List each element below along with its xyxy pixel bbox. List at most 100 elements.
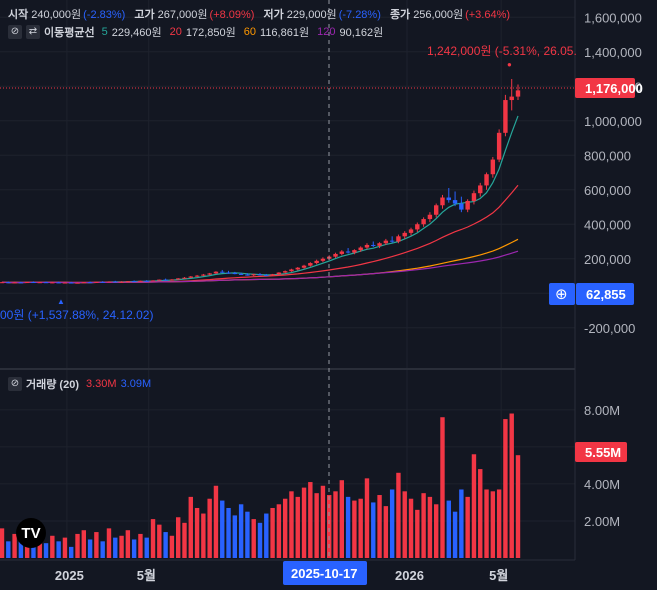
candle-body [6,282,11,284]
volume-value-1: 3.30M [85,378,117,390]
volume-bar [358,498,363,558]
open-label: 시작 [8,9,29,21]
last-price-tag: 1,176,000 [585,81,643,96]
candle-body [503,100,508,133]
volume-bar [396,472,401,558]
price-tick-label: 200,000 [584,252,631,267]
volume-bar [62,537,68,558]
candle-body [232,273,238,275]
settings-icon[interactable]: ⇄ [26,25,40,39]
candle-body [50,282,55,284]
volume-bar [339,480,345,558]
candle-body [125,281,131,283]
hide-eye-icon[interactable]: ⊘ [8,25,22,39]
crosshair-price-tag-bg [576,283,634,305]
candle-body [238,273,244,275]
volume-bar [81,530,87,558]
candle-body [358,247,363,251]
candle-body [245,274,250,276]
ma-value-5: 229,460원 [111,27,162,39]
volume-bar [175,517,181,558]
hide-eye-icon[interactable]: ⊘ [8,377,22,391]
candle-body [490,159,496,175]
candle-body [119,281,124,283]
volume-bar [433,504,439,558]
crosshair-date-tag: 2025-10-17 [291,566,358,581]
volume-bar [6,541,11,558]
candle-body [43,282,49,284]
volume-bar [43,543,49,558]
candle-body [408,229,414,233]
close-value: 256,000원 [413,9,464,21]
high-marker: ● [507,60,512,69]
price-tick-label: 1,400,000 [584,45,642,60]
candle-body [301,265,307,268]
volume-bar [484,489,489,558]
time-axis[interactable]: 2025 5월 2026 5월 [55,568,508,583]
volume-bar [264,513,269,558]
ma-line-120 [1,250,519,284]
candle-body [459,203,464,210]
volume-bar [478,469,483,558]
candle-body [207,273,212,275]
volume-bar [182,522,187,558]
candlestick-series [0,79,521,284]
candle-body [12,282,17,284]
candle-body [433,205,439,215]
candle-body [276,272,282,275]
candle-body [446,197,451,201]
volume-bar [314,493,319,558]
volume-tick-label: 8.00M [584,403,620,418]
volume-bar [276,504,282,558]
price-tick-label: 600,000 [584,183,631,198]
volume-bar [427,496,433,558]
candle-body [345,251,351,253]
candle-body [452,200,458,204]
volume-bar [440,417,445,558]
candle-body [427,214,433,220]
candle-body [478,185,483,194]
candle-body [352,250,357,253]
candle-body [295,267,300,270]
ma-legend[interactable]: ⊘ ⇄ 이동평균선 5 229,460원 20 172,850원 60 116,… [8,24,383,40]
candle-body [106,281,112,283]
crosshair-add-button[interactable] [549,283,575,305]
volume-bar [119,535,124,558]
high-change: (+8.09%) [209,9,255,21]
volume-bar [50,535,55,558]
ohlc-legend: 시작 240,000원 (-2.83%) 고가 267,000원 (+8.09%) 저가… [8,6,516,22]
volume-legend[interactable]: ⊘ 거래량 (20) 3.30M 3.09M [8,376,151,392]
volume-bar [106,528,112,558]
ma-period-120: 120 [317,26,336,38]
volume-bar [295,496,300,558]
volume-bar [490,491,496,558]
candle-body [131,281,137,283]
candle-body [194,275,200,277]
volume-bar [163,532,168,558]
volume-bar [12,533,17,558]
candle-body [371,244,376,246]
ma-period-20: 20 [169,26,182,38]
candle-body [182,277,187,279]
candle-body [31,282,36,284]
volume-bar [408,498,414,558]
volume-bar [446,500,451,558]
candle-body [333,253,338,257]
tradingview-logo-icon[interactable]: TV [16,518,46,548]
time-tick-label: 5월 [489,568,508,583]
plus-icon: ⊕ [555,286,568,303]
volume-bar [213,485,219,558]
high-label: 고가 [134,9,155,21]
candle-body [0,282,5,284]
volume-bar [18,537,24,558]
volume-bar [383,506,389,558]
volume-bar [188,496,193,558]
candle-body [484,174,489,186]
price-tick-label: 1,600,000 [584,10,642,25]
candle-body [37,282,42,284]
last-price-tag-bg [575,78,635,98]
candle-body [81,282,87,284]
volume-bar [352,500,357,558]
